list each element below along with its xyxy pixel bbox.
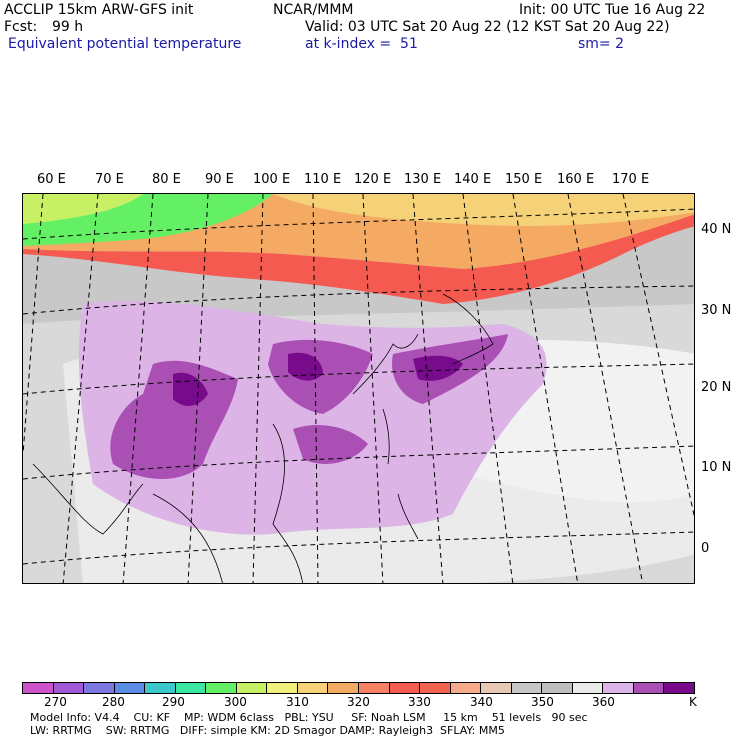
lon-label: 140 E	[454, 172, 492, 187]
lon-label: 120 E	[354, 172, 392, 187]
dark-core-india	[173, 372, 208, 406]
lon-label: 90 E	[205, 172, 234, 187]
colorbar-swatch	[664, 683, 695, 693]
colorbar-swatch	[542, 683, 573, 693]
lon-label: 170 E	[612, 172, 650, 187]
level-label: at k-index = 51	[305, 36, 418, 52]
dark-core-japan	[413, 355, 463, 381]
colorbar-swatch	[297, 683, 329, 693]
lon-label: 70 E	[95, 172, 124, 187]
lat-label: 10 N	[701, 460, 732, 475]
colorbar-label: 340	[470, 695, 493, 709]
colorbar-swatch	[481, 683, 512, 693]
fcst-value: 99 h	[52, 19, 84, 35]
coastlines	[32, 293, 494, 583]
dark-core-china	[288, 352, 323, 381]
colorbar-swatch	[175, 683, 207, 693]
model-info-line2: LW: RRTMG SW: RRTMG DIFF: simple KM: 2D …	[30, 724, 505, 737]
init-time: Init: 00 UTC Tue 16 Aug 22	[519, 2, 706, 18]
colorbar	[22, 682, 695, 694]
colorbar-swatch	[236, 683, 268, 693]
colorbar-label: 360	[592, 695, 615, 709]
yellowgreen-area	[23, 194, 143, 224]
colorbar-label: 270	[44, 695, 67, 709]
purple-core-scs	[293, 424, 368, 464]
colorbar-label: 310	[286, 695, 309, 709]
colorbar-swatch	[450, 683, 482, 693]
lon-label: 100 E	[253, 172, 291, 187]
colorbar-label: 320	[347, 695, 370, 709]
lat-label: 0	[701, 541, 710, 556]
colorbar-label: 350	[531, 695, 554, 709]
model-title: ACCLIP 15km ARW-GFS init	[4, 2, 194, 18]
colorbar-swatch	[23, 683, 54, 693]
colorbar-swatch	[145, 683, 176, 693]
colorbar-label: 280	[102, 695, 125, 709]
lon-label: 150 E	[505, 172, 543, 187]
lon-label: 80 E	[152, 172, 181, 187]
lat-label: 30 N	[701, 303, 732, 318]
colorbar-swatch	[511, 683, 543, 693]
model-info-line1: Model Info: V4.4 CU: KF MP: WDM 6class P…	[30, 711, 588, 724]
lat-label: 40 N	[701, 222, 732, 237]
graticule	[23, 194, 694, 583]
colorbar-swatch	[389, 683, 421, 693]
colorbar-swatch	[53, 683, 85, 693]
yellow-area	[273, 194, 694, 226]
lat-label: 20 N	[701, 380, 732, 395]
lon-label: 160 E	[557, 172, 595, 187]
fcst-label: Fcst:	[4, 19, 38, 35]
colorbar-label: 330	[408, 695, 431, 709]
theta-e-map	[22, 193, 695, 584]
colorbar-label: 290	[162, 695, 185, 709]
smoothing-label: sm= 2	[578, 36, 625, 52]
colorbar-swatch	[359, 683, 390, 693]
colorbar-swatch	[572, 683, 604, 693]
org-label: NCAR/MMM	[273, 2, 354, 18]
red-band	[23, 214, 694, 304]
colorbar-swatch	[420, 683, 451, 693]
lon-label: 110 E	[304, 172, 342, 187]
colorbar-unit: K	[689, 695, 697, 709]
colorbar-swatch	[603, 683, 634, 693]
colorbar-swatch	[114, 683, 146, 693]
map-canvas	[23, 194, 694, 583]
colorbar-label: 300	[224, 695, 247, 709]
valid-time: Valid: 03 UTC Sat 20 Aug 22 (12 KST Sat …	[305, 19, 670, 35]
lon-label: 60 E	[37, 172, 66, 187]
colorbar-swatch	[206, 683, 237, 693]
colorbar-swatch	[328, 683, 360, 693]
field-name: Equivalent potential temperature	[8, 36, 242, 52]
colorbar-swatch	[84, 683, 115, 693]
island-outlines	[382, 408, 419, 540]
colorbar-swatch	[633, 683, 665, 693]
colorbar-swatch	[267, 683, 298, 693]
lon-label: 130 E	[404, 172, 442, 187]
